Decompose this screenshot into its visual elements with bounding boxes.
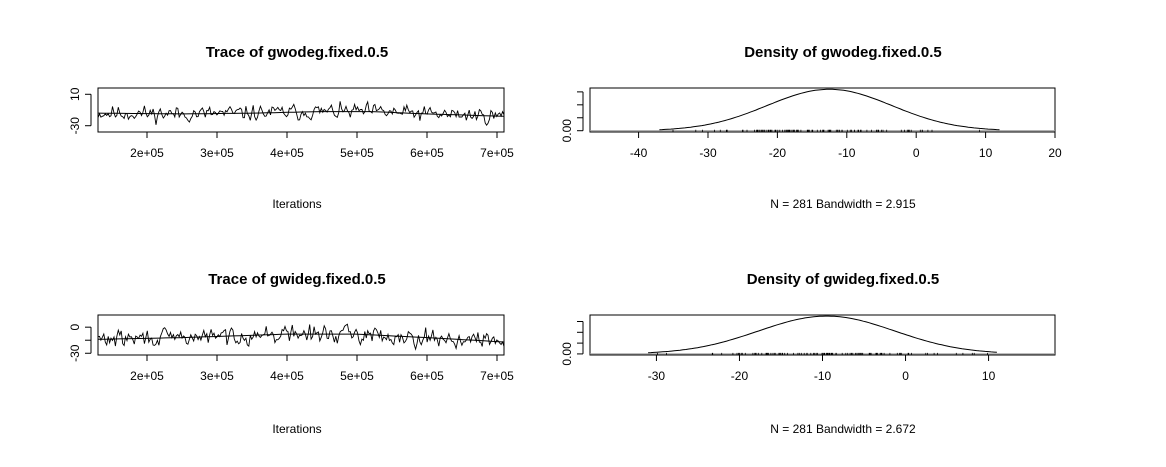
density-plot-gwideg: Density of gwideg.fixed.0.5 N = 281 Band… [560,271,1056,436]
x-tick-label: -10 [814,369,832,383]
x-tick-label: -30 [648,369,666,383]
rug-marks [672,129,980,132]
plot-frame [589,314,1056,356]
x-tick-label: 6e+05 [410,146,444,160]
x-tick-label: 0 [902,369,909,383]
x-tick-label: 7e+05 [480,369,514,383]
plot-title: Density of gwodeg.fixed.0.5 [744,44,942,61]
trace-plot-gwodeg: Trace of gwodeg.fixed.0.5 Iterations 2e+… [68,44,514,211]
x-axis-label: Iterations [272,422,321,436]
density-curve [648,315,997,354]
x-tick-label: 10 [979,146,993,160]
x-tick-label: -40 [630,146,648,160]
y-tick-label: -30 [68,344,82,362]
trend-line [97,333,505,343]
x-tick-label: 2e+05 [130,369,164,383]
x-tick-label: 7e+05 [480,146,514,160]
y-tick-label: -30 [68,117,82,135]
trace-plot-gwideg: Trace of gwideg.fixed.0.5 Iterations 2e+… [68,271,514,436]
x-tick-label: -30 [699,146,717,160]
plot-title: Trace of gwodeg.fixed.0.5 [206,44,389,61]
rug-marks [657,352,988,355]
plot-title: Density of gwideg.fixed.0.5 [747,271,940,288]
x-tick-label: 10 [982,369,996,383]
y-tick-label: 10 [68,87,82,101]
y-tick-label: 0.00 [560,119,574,143]
x-tick-label: 6e+05 [410,369,444,383]
x-tick-label: -20 [731,369,749,383]
x-tick-label: -10 [838,146,856,160]
trace-line [97,323,505,351]
trend-line [97,111,505,117]
x-axis-label: N = 281 Bandwidth = 2.672 [770,422,916,436]
x-tick-label: 4e+05 [270,146,304,160]
x-axis-label: Iterations [272,197,321,211]
x-tick-label: -20 [769,146,787,160]
y-tick-label: 0.00 [560,342,574,366]
plot-title: Trace of gwideg.fixed.0.5 [208,271,386,288]
y-tick-label: 0 [68,324,82,331]
plot-frame [97,314,505,356]
x-tick-label: 5e+05 [340,369,374,383]
x-axis-label: N = 281 Bandwidth = 2.915 [770,197,916,211]
x-tick-label: 20 [1048,146,1062,160]
x-tick-label: 3e+05 [200,146,234,160]
density-curve [659,88,1000,131]
x-tick-label: 4e+05 [270,369,304,383]
plot-frame [589,87,1056,133]
density-plot-gwodeg: Density of gwodeg.fixed.0.5 N = 281 Band… [560,44,1062,211]
x-tick-label: 3e+05 [200,369,234,383]
x-tick-label: 5e+05 [340,146,374,160]
plot-frame [97,87,505,133]
x-tick-label: 0 [913,146,920,160]
x-tick-label: 2e+05 [130,146,164,160]
